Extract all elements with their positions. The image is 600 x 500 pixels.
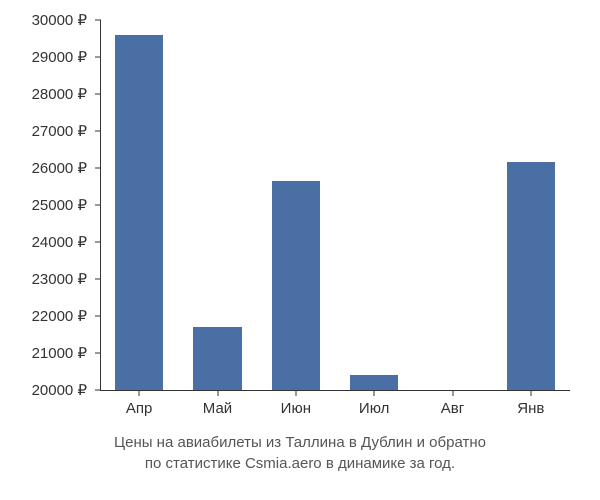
- x-tick-mark: [374, 390, 375, 396]
- x-tick-label: Янв: [517, 400, 544, 417]
- y-tick-label: 30000 ₽: [32, 11, 87, 29]
- bar: [272, 181, 321, 390]
- y-tick-label: 25000 ₽: [32, 196, 87, 214]
- caption-line-1: Цены на авиабилеты из Таллина в Дублин и…: [114, 434, 486, 451]
- y-tick-label: 26000 ₽: [32, 159, 87, 177]
- y-axis: 20000 ₽21000 ₽22000 ₽23000 ₽24000 ₽25000…: [0, 20, 95, 390]
- x-axis-line: [100, 390, 570, 391]
- y-tick-label: 27000 ₽: [32, 122, 87, 140]
- y-tick-label: 28000 ₽: [32, 85, 87, 103]
- x-tick-mark: [530, 390, 531, 396]
- x-tick-label: Июн: [281, 400, 311, 417]
- x-axis: Апр Май Июн Июл Авг Янв: [100, 395, 570, 425]
- bar: [350, 375, 399, 390]
- x-tick-mark: [295, 390, 296, 396]
- y-tick-label: 21000 ₽: [32, 344, 87, 362]
- x-tick-label: Май: [203, 400, 232, 417]
- y-tick-label: 29000 ₽: [32, 48, 87, 66]
- y-tick-label: 20000 ₽: [32, 381, 87, 399]
- bar: [507, 162, 556, 390]
- x-tick-mark: [139, 390, 140, 396]
- x-tick-label: Авг: [441, 400, 464, 417]
- x-tick-mark: [452, 390, 453, 396]
- x-tick-label: Июл: [359, 400, 389, 417]
- chart-container: 20000 ₽ 21000 ₽ 22000 ₽ 23000 ₽ 24000 ₽ 25000…: [0, 0, 600, 500]
- y-tick-label: 22000 ₽: [32, 307, 87, 325]
- bar: [193, 327, 242, 390]
- x-tick-mark: [217, 390, 218, 396]
- y-tick-label: 23000 ₽: [32, 270, 87, 288]
- chart-caption: Цены на авиабилеты из Таллина в Дублин и…: [0, 432, 600, 474]
- x-tick-label: Апр: [126, 400, 152, 417]
- y-tick-label: 24000 ₽: [32, 233, 87, 251]
- plot-area: [100, 20, 570, 390]
- caption-line-2: по статистике Csmia.aero в динамике за г…: [145, 455, 455, 472]
- bar: [115, 35, 164, 390]
